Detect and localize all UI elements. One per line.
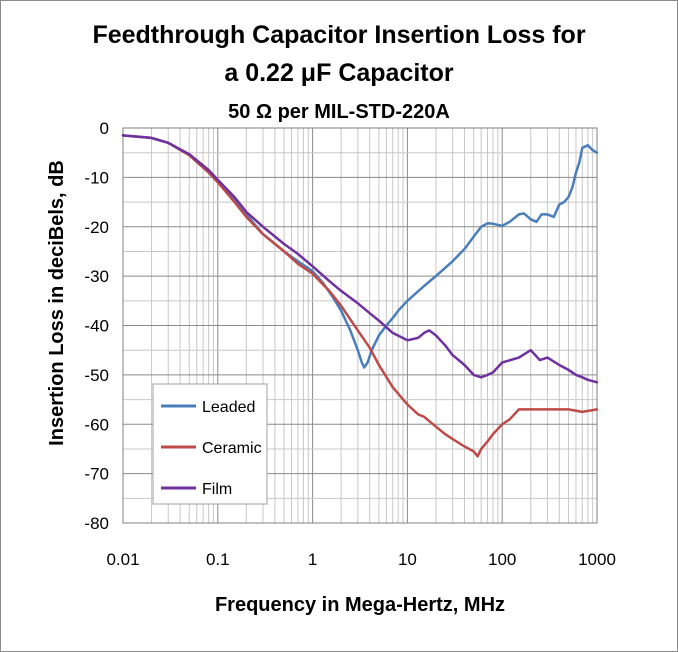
chart-title: Feedthrough Capacitor Insertion Loss for — [92, 21, 585, 49]
legend-box — [152, 383, 268, 505]
y-axis-title: Insertion Loss in deciBels, dB — [46, 160, 68, 446]
x-tick-label: 1000 — [578, 550, 616, 569]
x-axis-title: Frequency in Mega-Hertz, MHz — [215, 594, 505, 616]
x-tick-label: 1 — [308, 550, 317, 569]
chart-title-line2: a 0.22 μF Capacitor — [224, 59, 454, 87]
y-tick-label: -20 — [84, 218, 109, 237]
legend-label-ceramic: Ceramic — [202, 440, 262, 457]
x-tick-labels: 0.01 0.1 1 10 100 1000 — [106, 550, 615, 569]
legend: Leaded Ceramic Film — [152, 383, 268, 505]
legend-label-leaded: Leaded — [202, 399, 255, 416]
x-tick-label: 10 — [398, 550, 417, 569]
chart-subtitle: 50 Ω per MIL-STD-220A — [228, 101, 450, 123]
series-line-film — [121, 134, 599, 384]
legend-label-film: Film — [202, 481, 232, 498]
y-tick-label: 0 — [100, 119, 109, 138]
y-tick-label: -70 — [84, 465, 109, 484]
x-tick-label: 0.01 — [106, 550, 139, 569]
series-lines — [121, 134, 599, 458]
y-tick-label: -40 — [84, 317, 109, 336]
y-tick-label: -80 — [84, 514, 109, 533]
y-tick-label: -60 — [84, 415, 109, 434]
x-tick-label: 0.1 — [206, 550, 230, 569]
x-tick-label: 100 — [488, 550, 516, 569]
y-tick-label: -30 — [84, 267, 109, 286]
series-line-ceramic — [121, 134, 599, 458]
plot-area-frame — [122, 127, 598, 524]
y-tick-label: -10 — [84, 168, 109, 187]
y-tick-labels: 0 -10 -20 -30 -40 -50 -60 -70 -80 — [84, 119, 109, 533]
y-tick-label: -50 — [84, 366, 109, 385]
